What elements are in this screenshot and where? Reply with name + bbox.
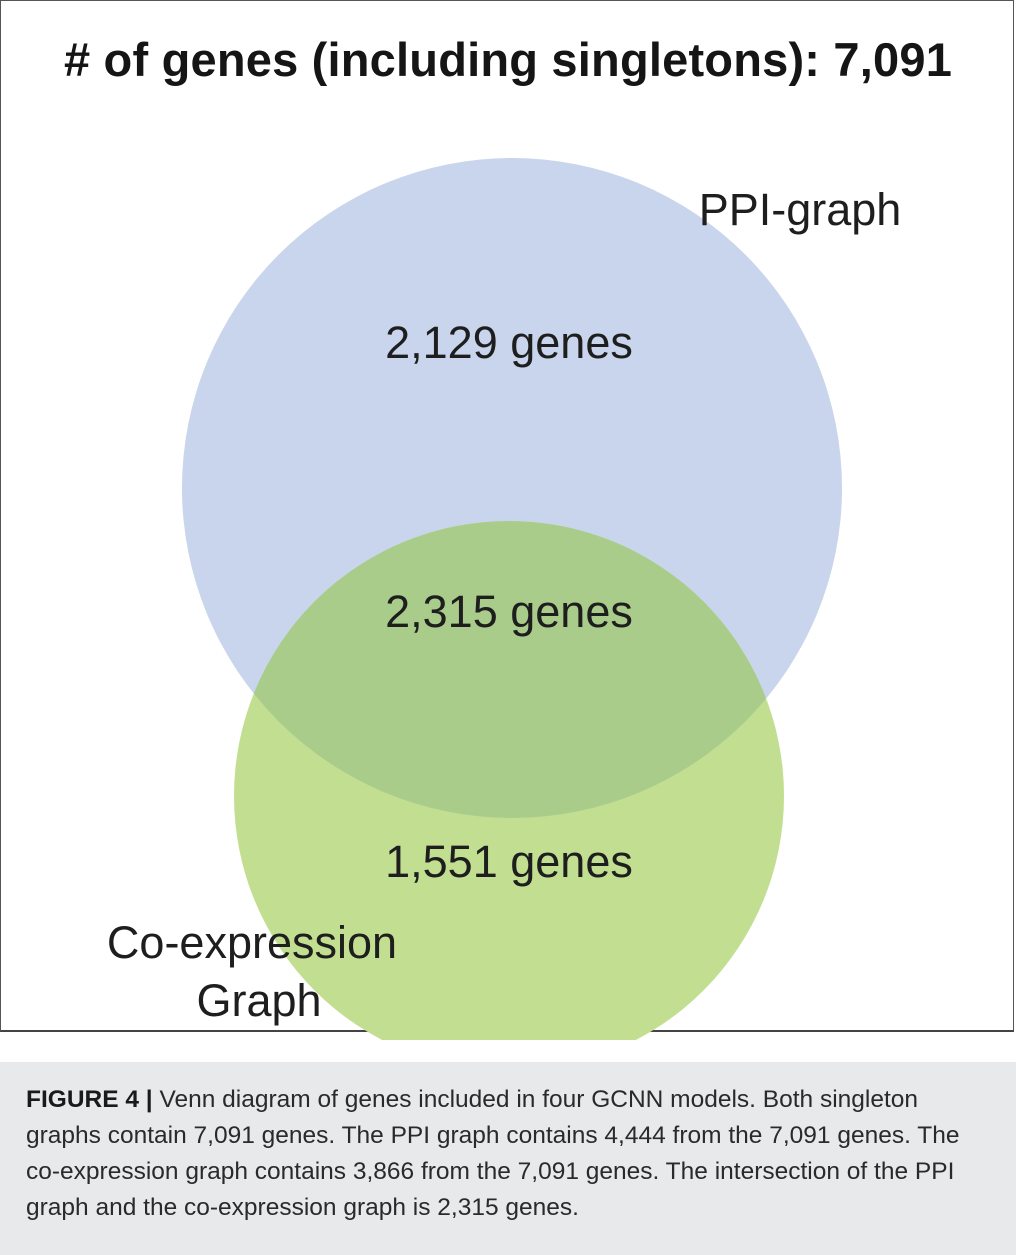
intersection-count: 2,315 genes (385, 586, 633, 637)
co-expression-label-line-2: Graph (196, 975, 321, 1026)
caption-text: Venn diagram of genes included in four G… (26, 1086, 960, 1221)
figure-title: # of genes (including singletons): 7,091 (63, 33, 953, 86)
intersection-region (234, 521, 784, 818)
ppi-only-count: 2,129 genes (385, 317, 633, 368)
co-expression-only-count: 1,551 genes (385, 836, 633, 887)
caption-label: FIGURE 4 | (26, 1086, 153, 1113)
ppi-graph-label: PPI-graph (699, 184, 902, 235)
figure-caption: FIGURE 4 | Venn diagram of genes include… (0, 1062, 1016, 1255)
venn-diagram: PPI-graph 2,129 genes 2,315 genes 1,551 … (107, 158, 902, 1040)
co-expression-label-line-1: Co-expression (107, 917, 397, 968)
